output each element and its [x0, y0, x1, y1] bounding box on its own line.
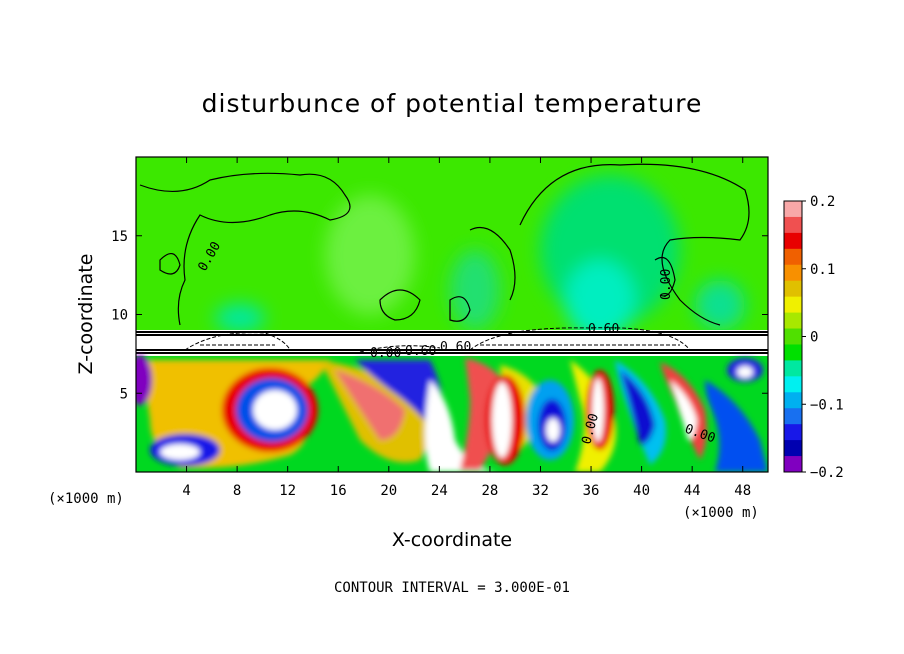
- y-tick-label: 10: [111, 308, 128, 324]
- contour-label: 0.60: [405, 344, 436, 359]
- heatmap-field: [136, 157, 768, 472]
- chart-title: disturbunce of potential temperature: [202, 89, 703, 118]
- contour-label: 0.60: [440, 340, 471, 355]
- x-tick-label: 40: [633, 483, 650, 499]
- cool-patch: [450, 250, 500, 330]
- x-axis: 4 8 12 16 20 24 28 32 36 40 44 48: [182, 157, 751, 499]
- colorbar-tick-label: −0.1: [810, 397, 844, 413]
- inversion-lines: [136, 331, 768, 354]
- colorbar-swatch: [784, 201, 802, 218]
- colorbar-swatch: [784, 296, 802, 314]
- warm-patch: [325, 195, 415, 315]
- y-tick-label: 15: [111, 229, 128, 245]
- x-unit-label-right: (×1000 m): [683, 505, 759, 521]
- colorbar-swatch: [784, 360, 802, 377]
- x-tick-label: 28: [481, 483, 498, 499]
- x-unit-label-left: (×1000 m): [48, 491, 124, 507]
- colorbar-swatch: [784, 424, 802, 441]
- inversion-dashed-contours: [184, 327, 691, 353]
- x-tick-label: 8: [233, 483, 241, 499]
- colorbar-swatch: [784, 328, 802, 345]
- cool-patch: [565, 260, 635, 340]
- colorbar-swatch: [784, 408, 802, 425]
- colorbar-tick-label: 0.2: [810, 194, 835, 210]
- x-tick-label: 20: [380, 483, 397, 499]
- colorbar-swatch: [784, 216, 802, 234]
- y-axis: 5 10 15: [111, 229, 768, 402]
- x-tick-label: 48: [734, 483, 751, 499]
- colorbar-swatch: [784, 264, 802, 282]
- x-tick-label: 44: [684, 483, 701, 499]
- contour-label: 0.60: [588, 322, 619, 337]
- colorbar-swatch: [784, 248, 802, 266]
- eddies: [136, 355, 768, 472]
- colorbar-tick-label: −0.2: [810, 465, 844, 481]
- colorbar-swatch: [784, 312, 802, 330]
- colorbar-swatch: [784, 280, 802, 298]
- y-axis-label: Z-coordinate: [75, 254, 97, 375]
- colorbar-swatch: [784, 440, 802, 457]
- x-tick-label: 4: [182, 483, 190, 499]
- x-tick-label: 16: [330, 483, 347, 499]
- y-tick-label: 5: [120, 386, 128, 402]
- x-tick-label: 32: [532, 483, 549, 499]
- x-tick-label: 36: [583, 483, 600, 499]
- colorbar-tick-label: 0.1: [810, 262, 835, 278]
- colorbar-swatch: [784, 376, 802, 393]
- x-tick-label: 12: [279, 483, 296, 499]
- contour-interval-note: CONTOUR INTERVAL = 3.000E-01: [334, 580, 570, 596]
- cool-patch: [215, 304, 265, 332]
- contour-lines: [139, 163, 750, 326]
- x-axis-label: X-coordinate: [392, 529, 512, 551]
- contour-label: 0.00: [370, 346, 401, 361]
- colorbar-swatch: [784, 456, 802, 473]
- colorbar-swatch: [784, 344, 802, 361]
- x-tick-label: 24: [431, 483, 448, 499]
- cool-patch: [695, 280, 745, 330]
- contour-label: 0.00: [659, 269, 674, 300]
- colorbar-swatch: [784, 232, 802, 250]
- colorbar-tick-label: 0: [810, 330, 818, 346]
- colorbar-swatch: [784, 392, 802, 409]
- colorbar: 0.2 0.1 0 −0.1 −0.2: [783, 194, 844, 481]
